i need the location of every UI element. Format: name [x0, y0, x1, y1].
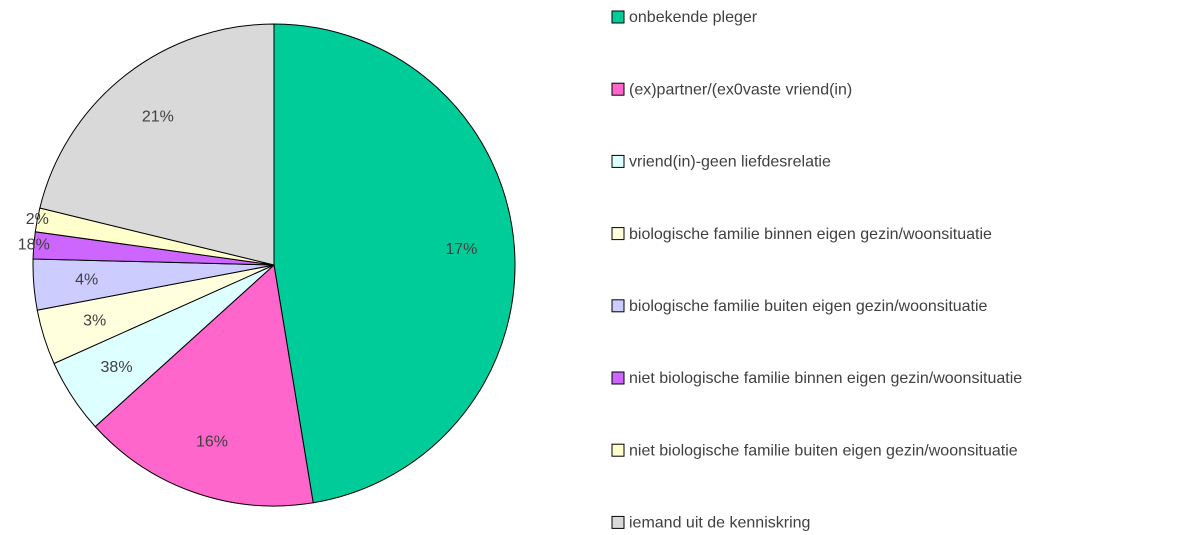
legend-swatch — [611, 515, 625, 529]
legend-label: onbekende pleger — [629, 9, 758, 26]
pie-slice — [273, 23, 516, 504]
legend-label: biologische familie binnen eigen gezin/w… — [629, 226, 992, 243]
data-label: 3% — [83, 313, 106, 330]
legend-label: niet biologische familie binnen eigen ge… — [629, 370, 1022, 387]
legend-swatch — [611, 82, 625, 96]
legend-label: iemand uit de kenniskring — [629, 515, 810, 532]
data-label: 16% — [196, 434, 228, 451]
data-label: 38% — [101, 359, 133, 376]
legend-label: vriend(in)-geen liefdesrelatie — [629, 154, 831, 171]
legend-swatch — [611, 154, 625, 168]
data-label: 18% — [18, 237, 50, 254]
legend-label: niet biologische familie buiten eigen ge… — [629, 442, 1018, 459]
pie-slice — [39, 23, 275, 266]
data-label: 21% — [142, 108, 174, 125]
data-label: 2% — [26, 211, 49, 228]
legend-label: (ex)partner/(ex0vaste vriend(in) — [629, 81, 852, 98]
legend-swatch — [611, 10, 625, 24]
data-label: 17% — [445, 241, 477, 258]
legend-swatch — [611, 443, 625, 457]
data-label: 4% — [75, 272, 98, 289]
legend-label: biologische familie buiten eigen gezin/w… — [629, 298, 988, 315]
legend-swatch — [611, 371, 625, 385]
legend-swatch — [611, 299, 625, 313]
legend-swatch — [611, 227, 625, 241]
pie-slice — [94, 264, 314, 507]
